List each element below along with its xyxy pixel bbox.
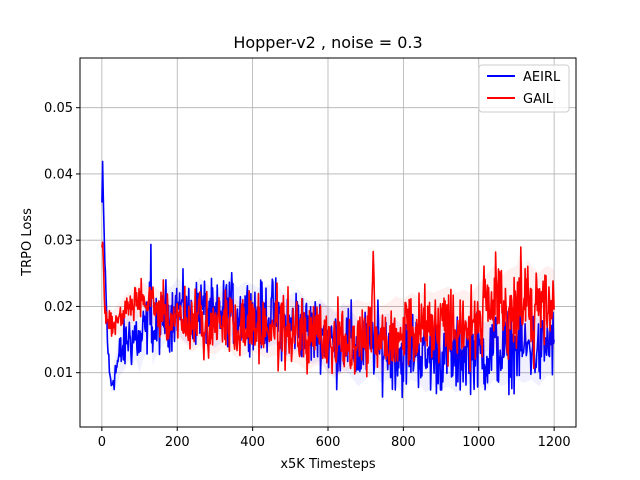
series-band-gail [101, 237, 555, 377]
x-tick-label: 1000 [462, 435, 495, 450]
y-tick-label: 0.04 [44, 167, 73, 182]
x-tick-label: 400 [240, 435, 265, 450]
chart-title: Hopper-v2 , noise = 0.3 [233, 33, 422, 52]
series-layer [101, 160, 555, 399]
y-tick-label: 0.01 [44, 366, 73, 381]
x-tick-label: 200 [165, 435, 190, 450]
y-tick-label: 0.03 [44, 234, 73, 249]
x-axis: 0 200 400 600 800 1000 1200 [98, 427, 571, 450]
y-tick-label: 0.05 [44, 101, 73, 116]
x-tick-label: 600 [316, 435, 341, 450]
x-tick-label: 800 [391, 435, 416, 450]
series-line-gail [101, 241, 555, 378]
x-tick-label: 0 [98, 435, 106, 450]
plot-area [101, 160, 555, 399]
y-tick-label: 0.02 [44, 300, 73, 315]
legend-label-aeirl: AEIRL [523, 70, 561, 85]
legend: AEIRL GAIL [478, 64, 570, 113]
legend-label-gail: GAIL [523, 92, 554, 107]
x-tick-label: 1200 [538, 435, 571, 450]
y-axis-label: TRPO Loss [20, 208, 35, 277]
series-band-aeirl [101, 160, 555, 393]
x-axis-label: x5K Timesteps [280, 457, 376, 472]
y-axis: 0.01 0.02 0.03 0.04 0.05 [44, 101, 80, 381]
